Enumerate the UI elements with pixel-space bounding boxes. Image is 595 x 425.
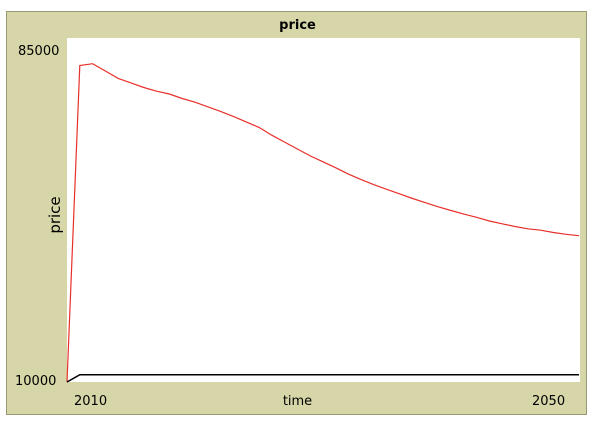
chart-title: price <box>279 18 316 33</box>
plot-svg <box>66 63 580 383</box>
plot-area <box>67 38 580 382</box>
series-line-1 <box>66 373 579 383</box>
y-tick-label-min: 10000 <box>15 374 57 389</box>
x-axis-label: time <box>282 394 313 409</box>
x-tick-label-max: 2050 <box>532 394 566 409</box>
x-tick-label-min: 2010 <box>74 394 108 409</box>
y-tick-label-max: 85000 <box>18 44 60 59</box>
y-axis-label: price <box>46 196 64 234</box>
series-line-0 <box>66 63 580 383</box>
